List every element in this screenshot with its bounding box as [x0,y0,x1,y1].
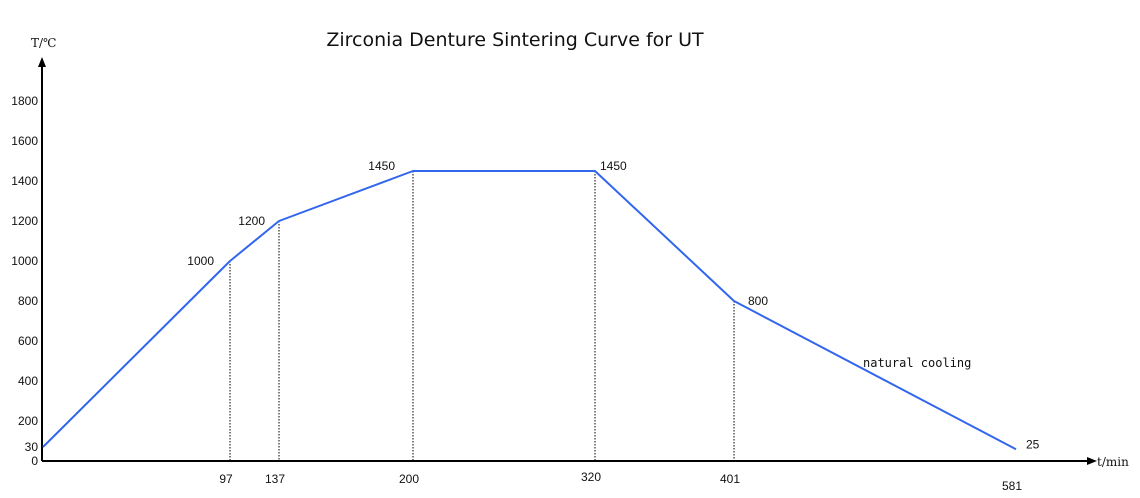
y-tick-label: 400 [18,374,38,388]
y-tick-label: 1600 [11,134,38,148]
y-tick-label: 30 [25,440,39,454]
chart-title: Zirconia Denture Sintering Curve for UT [326,29,704,51]
data-label: 1450 [600,159,627,173]
y-axis-arrow-icon [38,57,46,67]
data-label: 1200 [238,214,265,228]
data-label: 800 [748,294,768,308]
y-tick-label: 800 [18,294,38,308]
series-line [42,170,1017,451]
x-tick-label: 97 [219,472,233,486]
y-tick-label: 1200 [11,214,38,228]
data-label: 25 [1026,437,1040,451]
data-label: 1450 [368,159,395,173]
y-tick-label: 0 [31,454,38,468]
x-tick-label: 401 [720,472,740,486]
x-tick-label: 137 [265,472,285,486]
y-tick-label: 1400 [11,174,38,188]
x-tick-label: 581 [1002,479,1022,493]
y-tick-label: 1000 [11,254,38,268]
y-tick-label: 1800 [11,94,38,108]
data-label: 1000 [187,254,214,268]
labels: 1000 1200 1450 1450 800 25 natural cooling [187,159,1039,451]
axes: T/℃ t/min 030 200 400 600 800 1000 1200 1400 1600 1… [11,36,1129,493]
x-tick-label: 320 [581,470,601,484]
y-tick-label: 600 [18,334,38,348]
guide-lines [229,171,735,461]
y-tick-label: 200 [18,414,38,428]
annotation-natural-cooling: natural cooling [863,356,971,370]
x-axis-arrow-icon [1087,457,1097,465]
y-axis-title: T/℃ [31,36,56,50]
x-axis-title: t/min [1097,455,1129,469]
temperature-series [42,170,1017,451]
x-tick-label: 200 [399,472,419,486]
